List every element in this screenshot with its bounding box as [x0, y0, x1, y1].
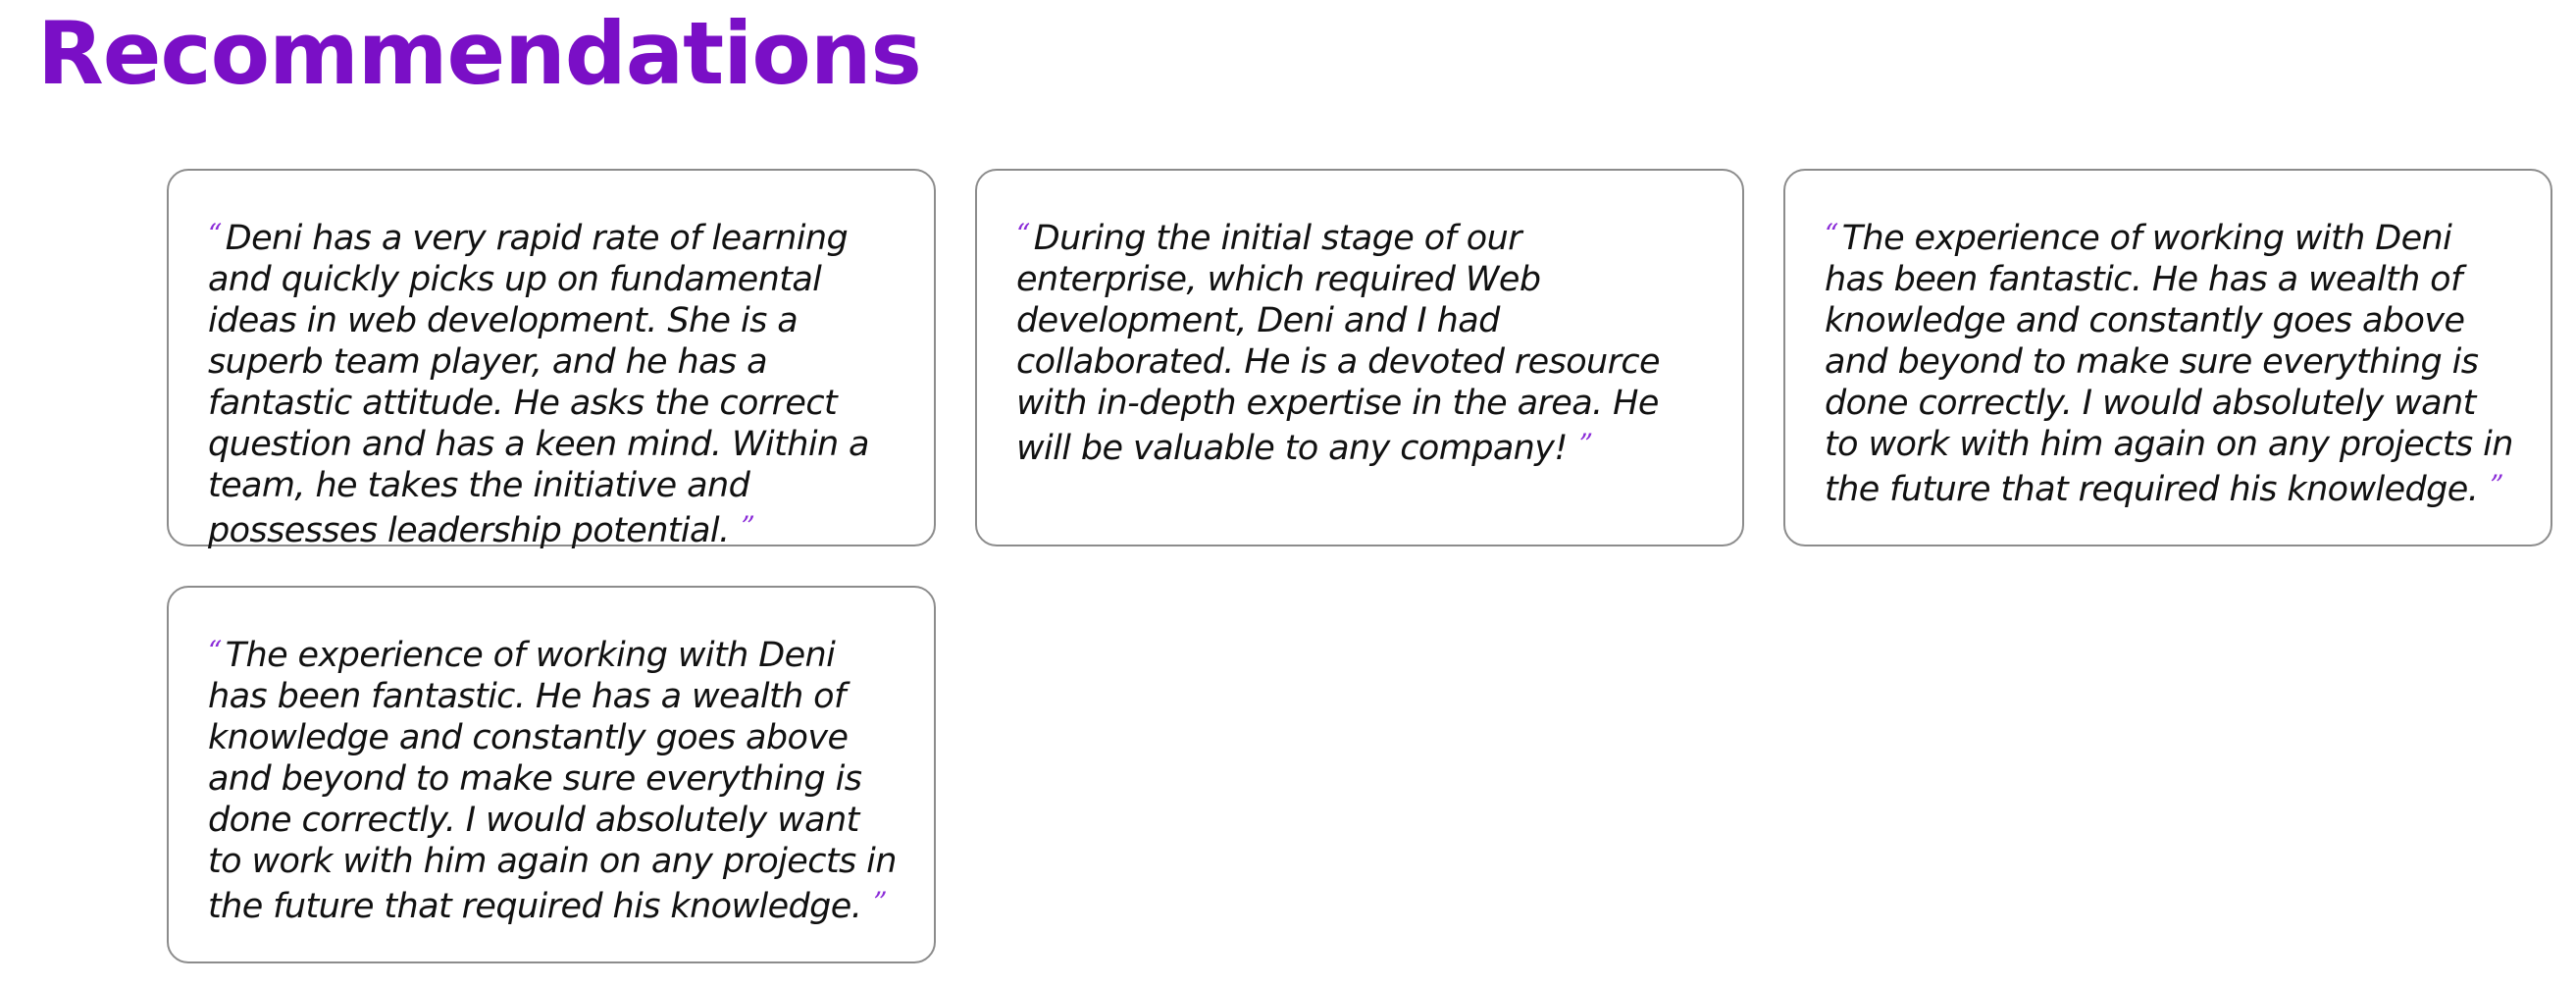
recommendation-quote: “The experience of working with Deni has…: [1825, 214, 2515, 510]
recommendations-grid: “Deni has a very rapid rate of learning …: [167, 169, 2552, 963]
recommendation-text: Deni has a very rapid rate of learning a…: [208, 219, 870, 550]
open-quote-icon: “: [208, 218, 222, 250]
close-quote-icon: ”: [741, 510, 755, 543]
recommendation-text: During the initial stage of our enterpri…: [1016, 219, 1661, 468]
page-title: Recommendations: [37, 3, 922, 104]
close-quote-icon: ”: [873, 886, 887, 918]
recommendation-card: “The experience of working with Deni has…: [167, 586, 936, 963]
open-quote-icon: “: [1016, 218, 1030, 250]
open-quote-icon: “: [1825, 218, 1838, 250]
open-quote-icon: “: [208, 635, 222, 667]
recommendation-text: The experience of working with Deni has …: [1825, 219, 2513, 509]
recommendation-text: The experience of working with Deni has …: [208, 636, 897, 926]
recommendation-quote: “The experience of working with Deni has…: [208, 631, 899, 927]
recommendation-quote: “During the initial stage of our enterpr…: [1016, 214, 1707, 469]
recommendation-card: “The experience of working with Deni has…: [1783, 169, 2552, 546]
close-quote-icon: ”: [1578, 428, 1593, 460]
recommendation-card: “Deni has a very rapid rate of learning …: [167, 169, 936, 550]
recommendation-quote: “Deni has a very rapid rate of learning …: [208, 214, 899, 551]
close-quote-icon: ”: [2490, 469, 2503, 501]
recommendation-card: “During the initial stage of our enterpr…: [975, 169, 1744, 546]
